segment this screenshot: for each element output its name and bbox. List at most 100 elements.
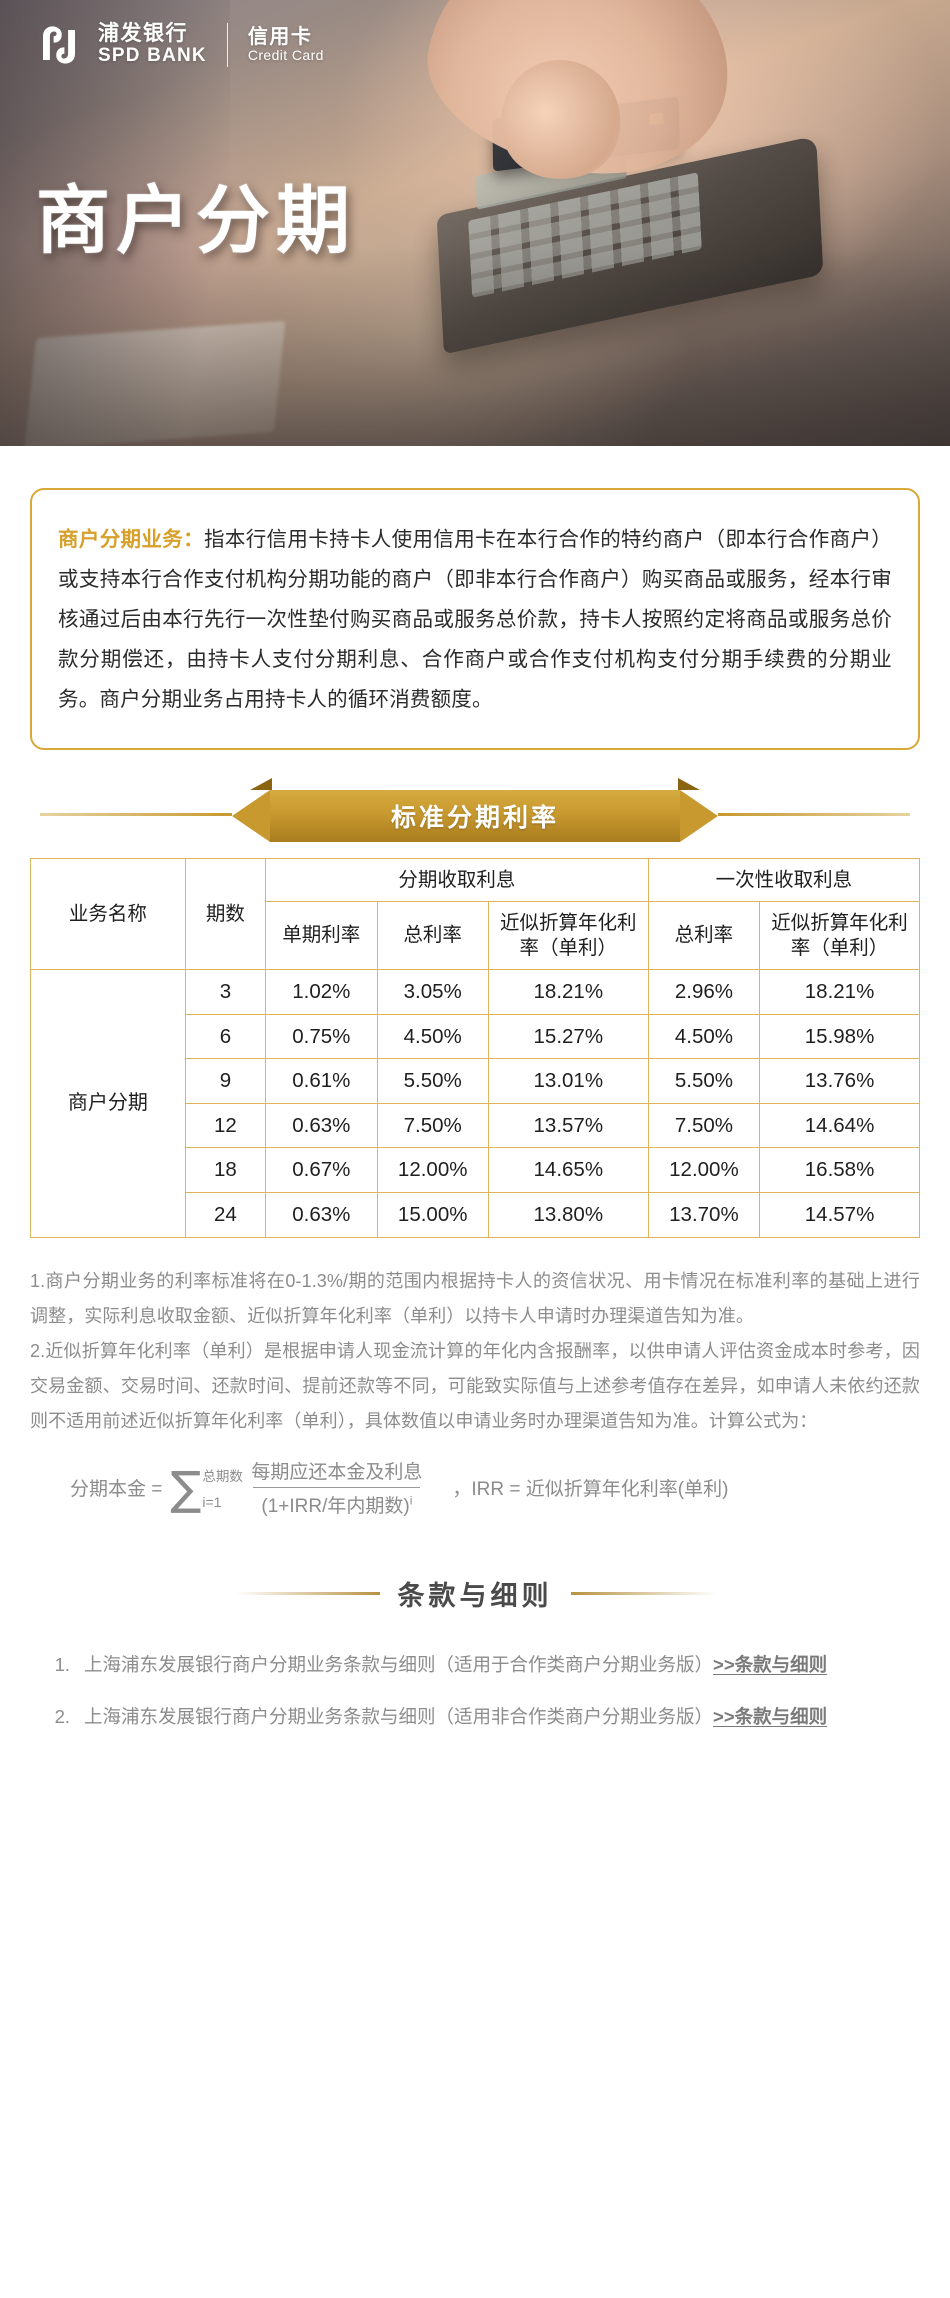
- ribbon-tail-left: [40, 812, 232, 816]
- cell-biz-name: 商户分期: [30, 968, 186, 1238]
- table-row: 9 0.61% 5.50% 13.01% 5.50% 13.76%: [31, 1058, 920, 1104]
- terms-list: 1. 上海浦东发展银行商户分期业务条款与细则（适用于合作类商户分期业务版）>>条…: [0, 1613, 950, 1811]
- list-item: 1. 上海浦东发展银行商户分期业务条款与细则（适用于合作类商户分期业务版）>>条…: [46, 1647, 904, 1683]
- sigma-lower-limit: i=1: [202, 1493, 222, 1510]
- intro-box: 商户分期业务：指本行信用卡持卡人使用信用卡在本行合作的特约商户（即本行合作商户）…: [30, 488, 920, 750]
- terms-detail-link[interactable]: >>条款与细则: [713, 1706, 828, 1728]
- terms-rule-right: [570, 1592, 716, 1596]
- terms-section-title: 条款与细则: [397, 1581, 553, 1612]
- cell-inst-apr: 13.57%: [487, 1102, 649, 1149]
- hero-vignette-bottom: [0, 246, 950, 446]
- formula-left-side: 分期本金 =: [70, 1479, 163, 1501]
- spd-bank-logo-icon: [36, 22, 82, 68]
- cell-lump-apr: 13.76%: [759, 1058, 920, 1104]
- cell-terms: 9: [184, 1058, 267, 1104]
- cell-terms: 12: [184, 1102, 267, 1149]
- list-item: 2. 上海浦东发展银行商户分期业务条款与细则（适用非合作类商户分期业务版）>>条…: [46, 1699, 904, 1735]
- table-row: 6 0.75% 4.50% 15.27% 4.50% 15.98%: [31, 1013, 920, 1060]
- rate-table-body: 商户分期 3 1.02% 3.05% 18.21% 2.96% 18.21% 6…: [30, 968, 920, 1238]
- cell-lump-apr: 16.58%: [759, 1147, 920, 1194]
- brand-name-cn: 浦发银行: [98, 22, 188, 46]
- cell-inst-apr: 13.01%: [487, 1058, 649, 1104]
- footnote-2: 2.近似折算年化利率（单利）是根据申请人现金流计算的年化内含报酬率，以供申请人评…: [30, 1340, 920, 1432]
- terms-section-header: 条款与细则: [0, 1574, 950, 1613]
- product-name-cn: 信用卡: [247, 25, 313, 48]
- sigma-icon: ∑: [170, 1460, 202, 1515]
- brand-logo-bar: 浦发银行 SPD BANK 信用卡 Credit Card: [36, 22, 324, 68]
- terms-rule-left: [234, 1592, 380, 1596]
- th-inst-total-rate: 总利率: [376, 901, 489, 970]
- table-row: 12 0.63% 7.50% 13.57% 7.50% 14.64%: [31, 1102, 920, 1149]
- table-header-row-sub: 单期利率 总利率 近似折算年化利率（单利） 总利率 近似折算年化利率（单利）: [31, 901, 920, 970]
- denominator-text: (1+IRR/年内期数): [261, 1496, 410, 1518]
- table-row: 24 0.63% 15.00% 13.80% 13.70% 14.57%: [31, 1192, 920, 1238]
- table-row: 18 0.67% 12.00% 14.65% 12.00% 16.58%: [31, 1147, 920, 1194]
- hero-banner: 浦发银行 SPD BANK 信用卡 Credit Card 商户分期: [0, 0, 950, 446]
- logo-divider: [226, 23, 228, 67]
- brand-name-block: 浦发银行 SPD BANK: [98, 23, 207, 66]
- cell-terms: 6: [184, 1013, 267, 1060]
- product-name-block: 信用卡 Credit Card: [247, 25, 324, 64]
- th-inst-single-rate: 单期利率: [265, 901, 378, 970]
- cell-inst-total: 12.00%: [376, 1147, 489, 1194]
- brand-name-en: SPD BANK: [98, 45, 207, 67]
- cell-inst-single: 0.63%: [265, 1192, 378, 1238]
- cell-lump-apr: 14.64%: [759, 1102, 920, 1149]
- terms-item-index: 1.: [54, 1654, 70, 1676]
- terms-detail-link[interactable]: >>条款与细则: [713, 1654, 828, 1676]
- cell-lump-total: 7.50%: [647, 1102, 761, 1149]
- terms-item-text: 上海浦东发展银行商户分期业务条款与细则（适用非合作类商户分期业务版）: [84, 1706, 714, 1728]
- cell-inst-single: 0.63%: [265, 1102, 378, 1149]
- rate-section-header: 标准分期利率: [0, 777, 950, 848]
- terms-item-body: 上海浦东发展银行商户分期业务条款与细则（适用非合作类商户分期业务版）>>条款与细…: [84, 1699, 904, 1735]
- sigma-upper-limit: 总期数: [202, 1468, 243, 1484]
- cell-inst-single: 0.61%: [265, 1058, 378, 1104]
- cell-lump-total: 12.00%: [647, 1147, 761, 1194]
- th-group-lumpsum: 一次性收取利息: [647, 857, 921, 903]
- cell-inst-single: 0.75%: [265, 1013, 378, 1060]
- table-header-row-group: 业务名称 期数 分期收取利息 一次性收取利息: [30, 857, 921, 970]
- fraction-numerator: 每期应还本金及利息: [251, 1462, 423, 1484]
- standard-installment-rate-table: 业务名称 期数 分期收取利息 一次性收取利息 单期利率 总利率 近似折算年化利率…: [30, 857, 921, 1238]
- fraction-denominator: (1+IRR/年内期数)i: [253, 1487, 421, 1518]
- product-name-en: Credit Card: [247, 47, 324, 64]
- th-group-installment: 分期收取利息: [265, 857, 649, 903]
- cell-terms: 24: [184, 1192, 267, 1238]
- th-biz-name: 业务名称: [30, 857, 186, 970]
- cell-inst-single: 0.67%: [265, 1147, 378, 1194]
- cell-terms: 18: [184, 1147, 267, 1194]
- intro-paragraph: 商户分期业务：指本行信用卡持卡人使用信用卡在本行合作的特约商户（即本行合作商户）…: [58, 520, 892, 720]
- denominator-exponent: i: [409, 1493, 413, 1508]
- ribbon-fold-right: [678, 777, 700, 790]
- irr-formula: 分期本金 = ∑ 总期数 i=1 每期应还本金及利息 (1+IRR/年内期数)i…: [0, 1439, 950, 1518]
- footnotes-section: 1.商户分期业务的利率标准将在0-1.3%/期的范围内根据持卡人的资信状况、用卡…: [0, 1238, 950, 1439]
- footnote-1: 1.商户分期业务的利率标准将在0-1.3%/期的范围内根据持卡人的资信状况、用卡…: [30, 1270, 920, 1326]
- summation-symbol-group: ∑ 总期数 i=1: [168, 1465, 243, 1511]
- table-row: 商户分期 3 1.02% 3.05% 18.21% 2.96% 18.21%: [30, 968, 920, 1238]
- cell-inst-total: 5.50%: [376, 1058, 489, 1104]
- formula-fraction: 每期应还本金及利息 (1+IRR/年内期数)i: [243, 1457, 430, 1518]
- cell-lump-apr: 18.21%: [759, 968, 920, 1015]
- terms-item-body: 上海浦东发展银行商户分期业务条款与细则（适用于合作类商户分期业务版）>>条款与细…: [84, 1647, 904, 1683]
- cell-lump-total: 2.96%: [647, 968, 761, 1015]
- intro-body-text: 指本行信用卡持卡人使用信用卡在本行合作的特约商户（即本行合作商户）或支持本行合作…: [58, 528, 892, 711]
- formula-right-side: ，IRR = 近似折算年化利率(单利): [452, 1479, 729, 1501]
- cell-lump-apr: 15.98%: [759, 1013, 920, 1060]
- cell-inst-apr: 13.80%: [487, 1192, 649, 1238]
- cell-inst-total: 15.00%: [376, 1192, 489, 1238]
- cell-lump-apr: 14.57%: [759, 1192, 920, 1238]
- cell-terms: 3: [184, 968, 267, 1015]
- ribbon-body: 标准分期利率: [232, 789, 718, 842]
- th-inst-apr: 近似折算年化利率（单利）: [487, 901, 649, 970]
- th-lump-apr: 近似折算年化利率（单利）: [759, 901, 920, 970]
- rate-table-section: 业务名称 期数 分期收取利息 一次性收取利息 单期利率 总利率 近似折算年化利率…: [0, 848, 950, 1238]
- rate-section-title: 标准分期利率: [390, 803, 559, 832]
- intro-section: 商户分期业务：指本行信用卡持卡人使用信用卡在本行合作的特约商户（即本行合作商户）…: [0, 446, 950, 750]
- cell-lump-total: 5.50%: [647, 1058, 761, 1104]
- th-terms: 期数: [184, 857, 267, 970]
- cell-inst-apr: 15.27%: [487, 1013, 649, 1060]
- ribbon-fold-left: [250, 777, 272, 790]
- terms-item-index: 2.: [54, 1706, 70, 1728]
- cell-inst-total: 4.50%: [376, 1013, 489, 1060]
